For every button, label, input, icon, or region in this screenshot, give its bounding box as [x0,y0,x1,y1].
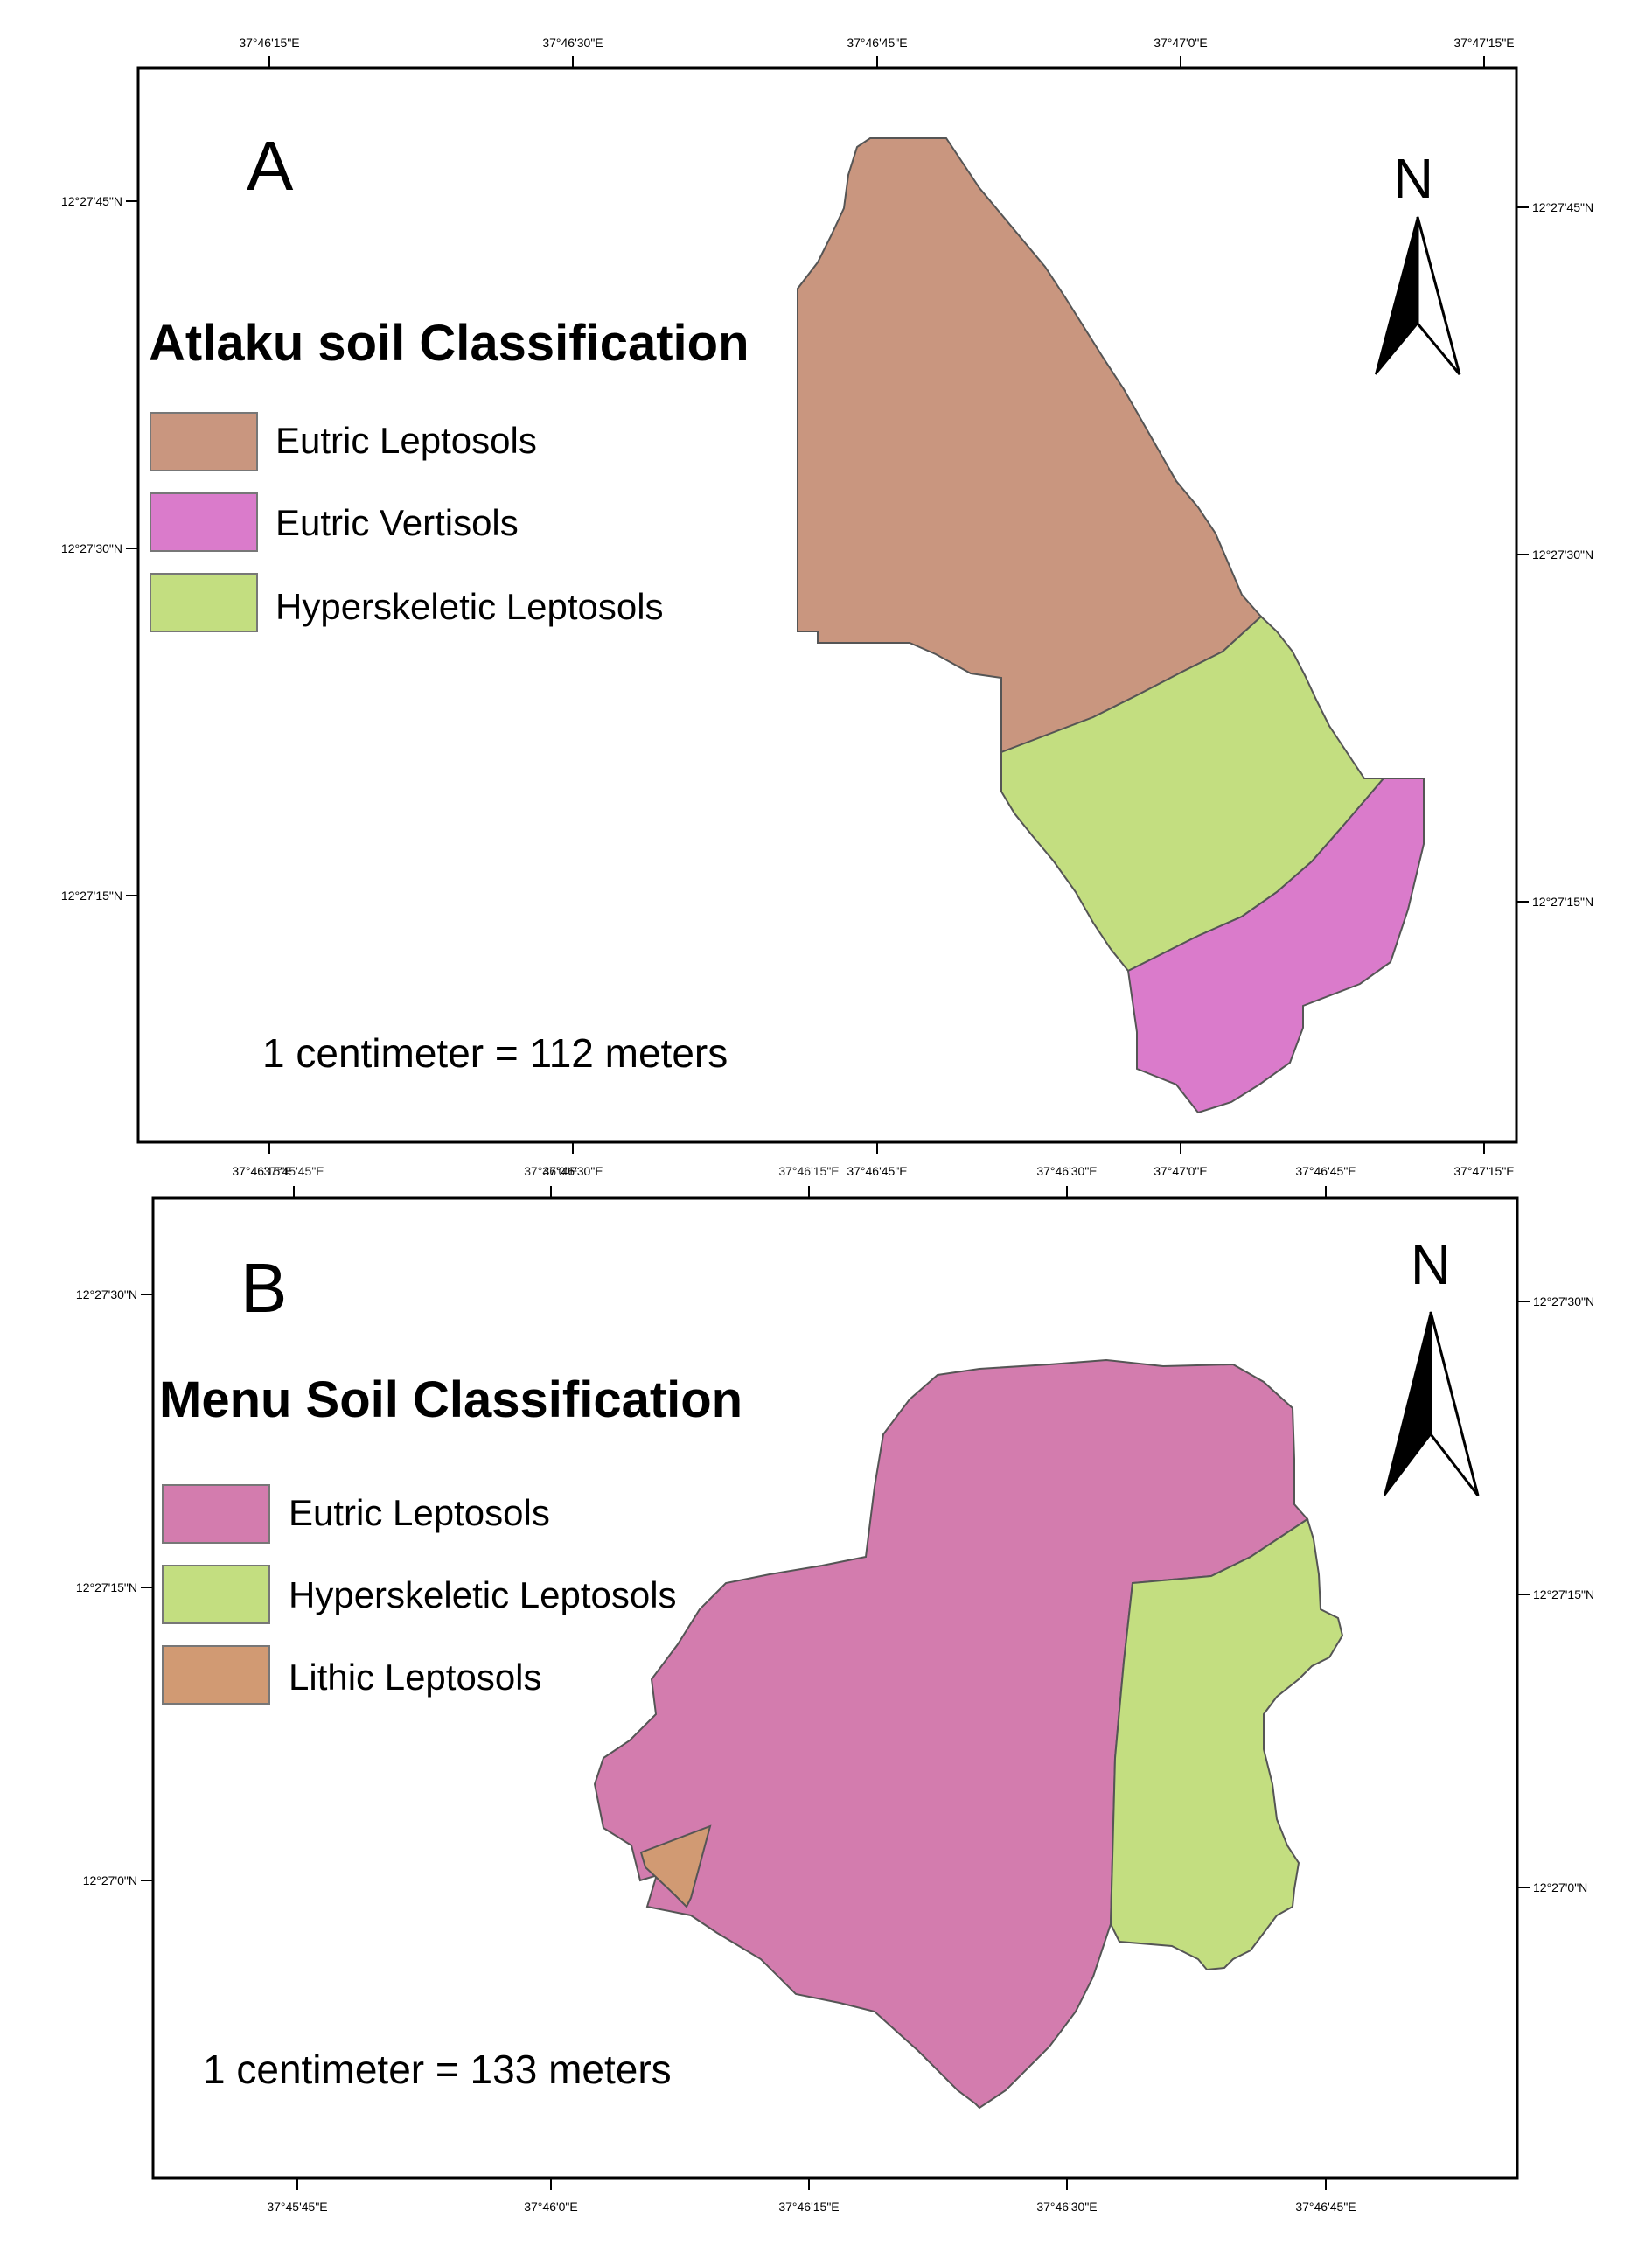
map-b-region-lithic-leptosols [639,1824,712,1908]
map-b-top-tick-label: 37°46'45"E [1295,1164,1356,1178]
map-b-bottom-ticks: 37°45'45"E 37°46'0"E 37°46'15"E 37°46'30… [267,2178,1356,2214]
map-b-legend-swatch [162,1645,270,1705]
map-a-legend-swatch [150,412,258,471]
map-a-top-tick-label: 37°47'0"E [1154,36,1208,50]
map-a-top-tick-label: 37°46'45"E [847,36,907,50]
map-b-left-tick-label: 12°27'30"N [76,1287,137,1301]
map-a-north-label: N [1393,147,1433,210]
map-b-legend-swatch [162,1484,270,1544]
map-b-legend-label: Eutric Leptosols [289,1492,550,1533]
map-b-scale-text: 1 centimeter = 133 meters [203,2047,672,2092]
map-b-panel-letter: B [240,1249,287,1327]
map-a-legend: Atlaku soil Classification Eutric Leptos… [149,315,749,632]
map-a-legend-label: Eutric Leptosols [275,420,537,461]
map-a-legend-title: Atlaku soil Classification [149,315,749,372]
map-a-bottom-tick-label: 37°46'15"E [232,1164,292,1178]
map-a-legend-swatch [150,573,258,632]
map-b-legend: Menu Soil Classification Eutric Leptosol… [159,1371,742,1705]
map-b-north-arrow: N [1384,1233,1480,1496]
map-b-legend-swatch [162,1565,270,1624]
map-a-bottom-tick-label: 37°46'45"E [847,1164,907,1178]
map-a-left-tick-label: 12°27'30"N [61,541,122,555]
map-b-bottom-tick-label: 37°46'15"E [778,2200,839,2214]
map-a-left-tick-label: 12°27'15"N [61,889,122,903]
map-a-top-tick-label: 37°46'30"E [542,36,603,50]
map-b: 37°45'45"E 37°46'0"E 37°46'15"E 37°46'30… [76,1164,1594,2214]
map-a-bottom-tick-label: 37°46'30"E [542,1164,603,1178]
map-b-top-tick-label: 37°46'15"E [778,1164,839,1178]
map-b-legend-label: Lithic Leptosols [289,1657,542,1698]
map-a-left-tick-label: 12°27'45"N [61,194,122,208]
map-b-legend-title: Menu Soil Classification [159,1371,742,1428]
map-b-top-tick-label: 37°45'45"E [263,1164,324,1178]
map-a-right-ticks: 12°27'45"N 12°27'30"N 12°27'15"N [1516,200,1593,909]
map-a-bottom-ticks: 37°46'15"E 37°46'30"E 37°46'45"E 37°47'0… [232,1142,1515,1178]
map-a-scale-text: 1 centimeter = 112 meters [262,1030,728,1076]
map-b-top-tick-label: 37°46'0"E [524,1164,578,1178]
map-b-bottom-tick-label: 37°46'45"E [1295,2200,1356,2214]
map-a-bottom-tick-label: 37°47'0"E [1154,1164,1208,1178]
map-a-top-ticks: 37°46'15"E 37°46'30"E 37°46'45"E 37°47'0… [239,36,1515,68]
map-b-region-eutric-leptosols [593,1358,1309,2110]
map-a-left-ticks: 12°27'45"N 12°27'30"N 12°27'15"N [61,194,138,903]
map-a-legend-swatch [150,492,258,552]
map-a: 37°46'15"E 37°46'30"E 37°46'45"E 37°47'0… [61,36,1593,1178]
map-a-top-tick-label: 37°46'15"E [239,36,299,50]
map-b-top-ticks: 37°45'45"E 37°46'0"E 37°46'15"E 37°46'30… [263,1164,1356,1198]
map-b-right-tick-label: 12°27'0"N [1533,1880,1587,1894]
map-b-left-ticks: 12°27'30"N 12°27'15"N 12°27'0"N [76,1287,153,1887]
map-b-left-tick-label: 12°27'0"N [83,1873,137,1887]
map-a-north-arrow: N [1375,147,1461,375]
map-b-region-hyperskeletic-leptosols [1109,1517,1344,1971]
map-a-right-tick-label: 12°27'15"N [1532,895,1593,909]
map-b-right-tick-label: 12°27'15"N [1533,1587,1594,1601]
map-a-right-tick-label: 12°27'30"N [1532,548,1593,562]
map-b-right-ticks: 12°27'30"N 12°27'15"N 12°27'0"N [1517,1294,1594,1894]
map-b-right-tick-label: 12°27'30"N [1533,1294,1594,1308]
map-a-region-eutric-vertisols [1126,778,1425,1114]
map-b-north-label: N [1411,1233,1451,1296]
map-a-bottom-tick-label: 37°47'15"E [1453,1164,1514,1178]
map-b-bottom-tick-label: 37°46'30"E [1036,2200,1097,2214]
map-b-left-tick-label: 12°27'15"N [76,1580,137,1594]
north-arrow-icon [1429,1311,1480,1496]
map-a-top-tick-label: 37°47'15"E [1453,36,1514,50]
map-a-legend-label: Eutric Vertisols [275,502,519,543]
map-b-top-tick-label: 37°46'30"E [1036,1164,1097,1178]
map-b-legend-label: Hyperskeletic Leptosols [289,1574,677,1615]
map-b-bottom-tick-label: 37°45'45"E [267,2200,327,2214]
map-a-panel-letter: A [247,127,294,205]
map-a-legend-label: Hyperskeletic Leptosols [275,586,664,627]
map-b-bottom-tick-label: 37°46'0"E [524,2200,578,2214]
map-a-right-tick-label: 12°27'45"N [1532,200,1593,214]
north-arrow-icon [1416,216,1461,375]
